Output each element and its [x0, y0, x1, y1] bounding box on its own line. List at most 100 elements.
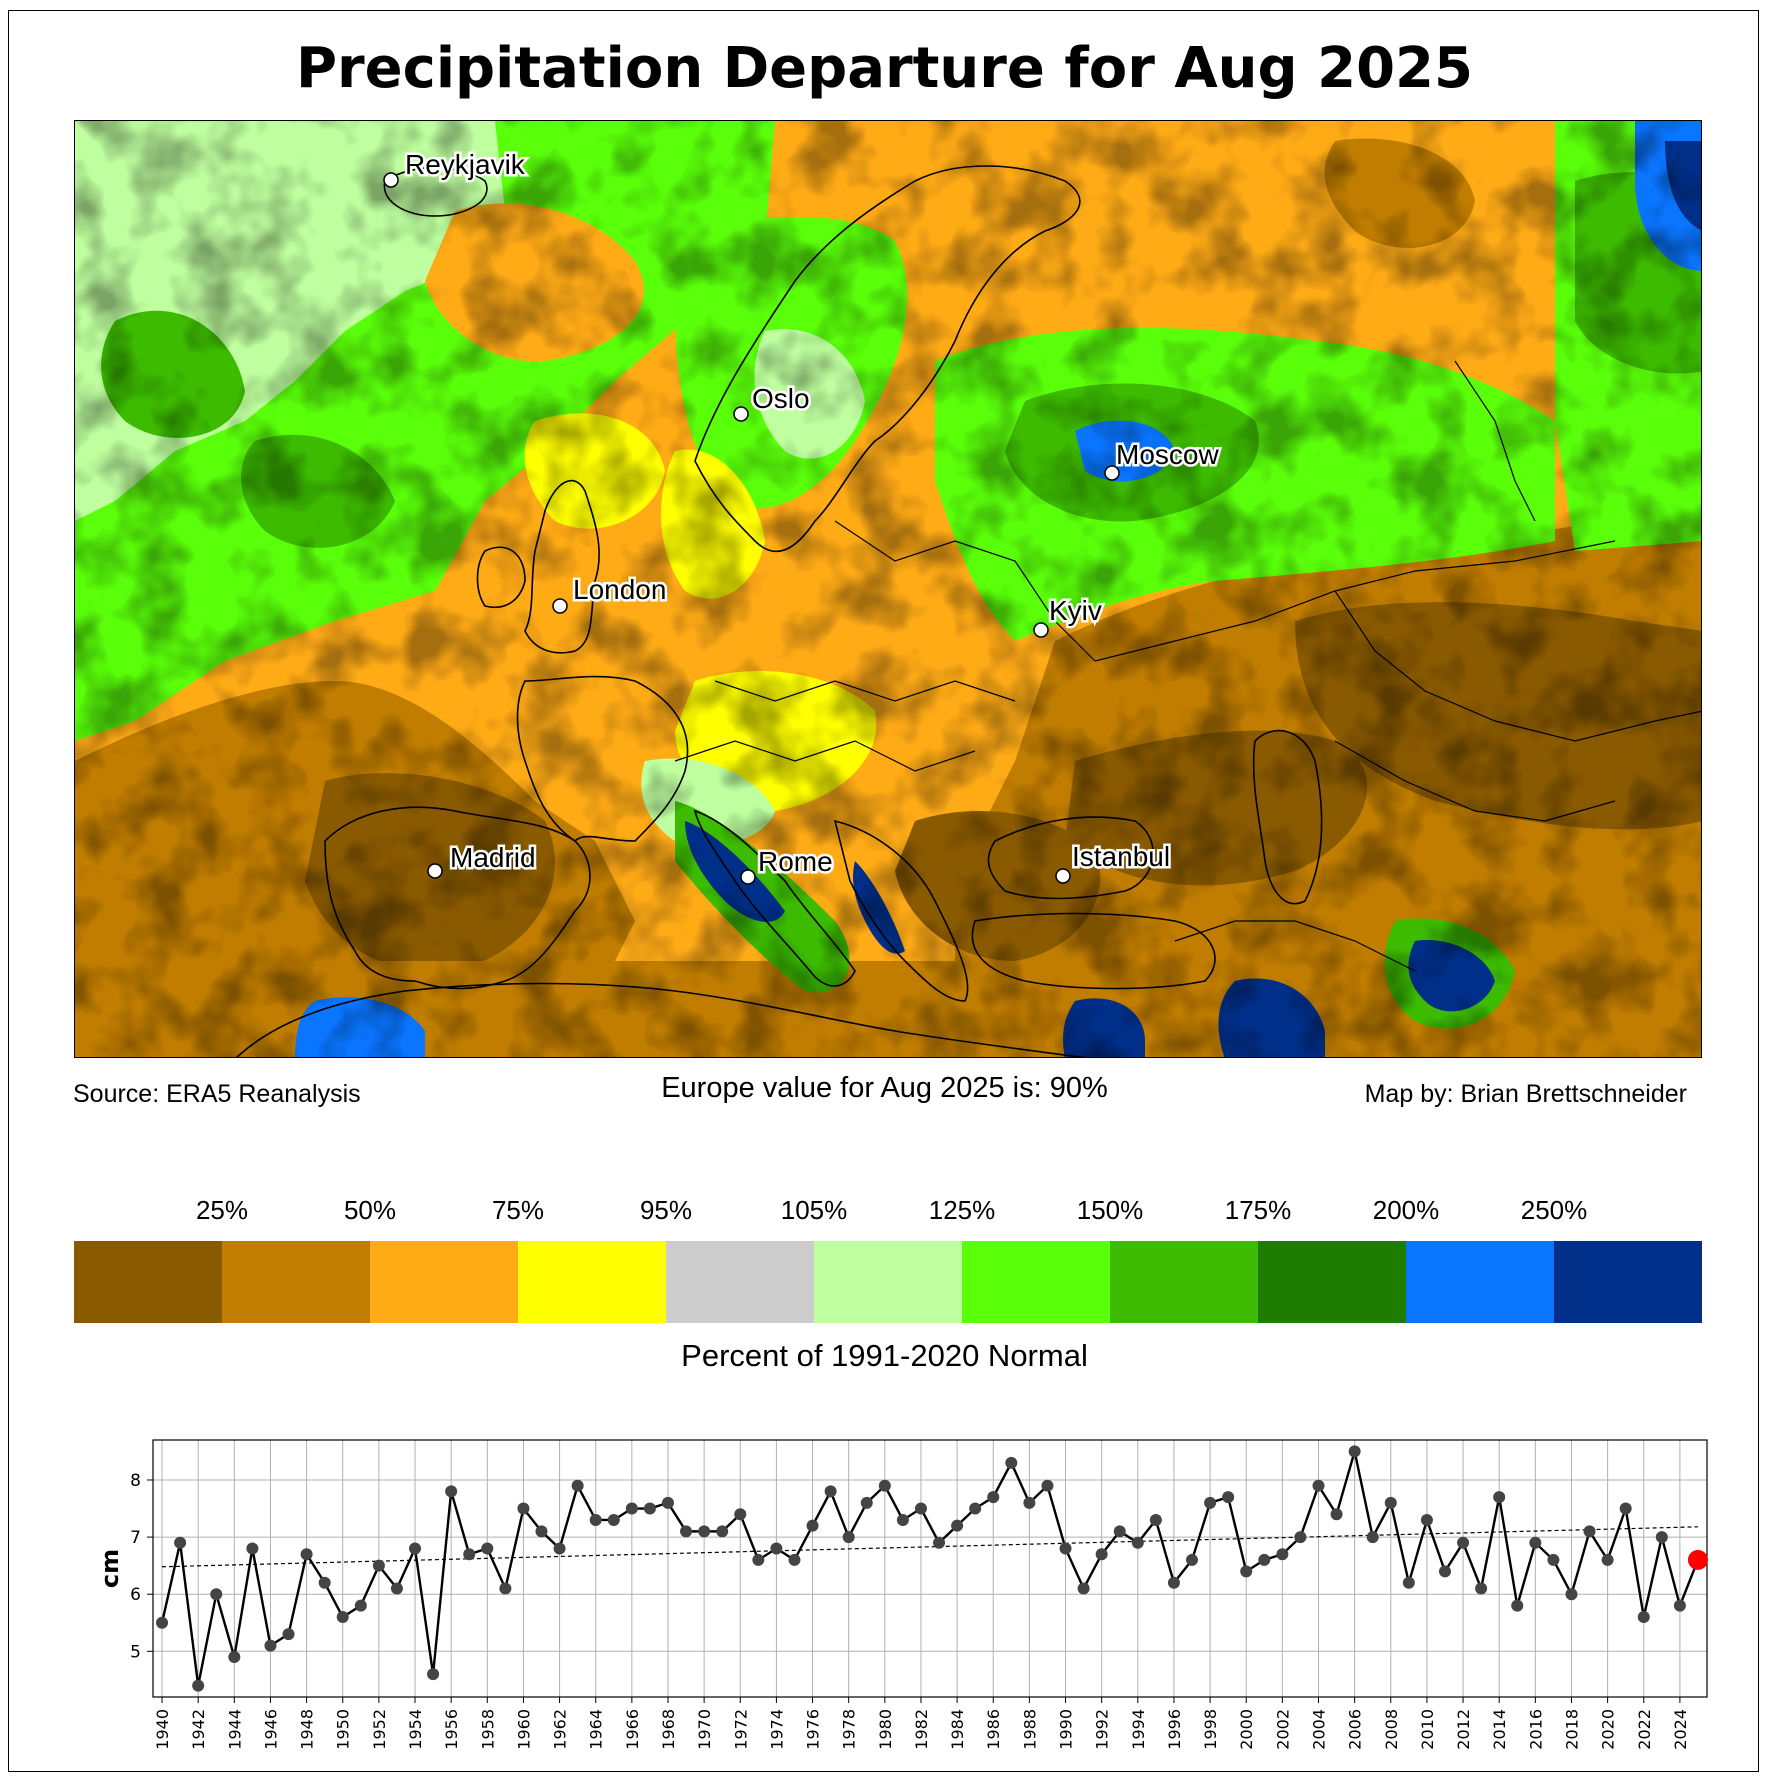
x-tick-label: 1944 — [225, 1709, 244, 1750]
data-point — [1673, 1599, 1686, 1612]
x-tick-label: 1964 — [587, 1709, 606, 1750]
x-tick-label: 2004 — [1310, 1709, 1329, 1750]
country-borders — [674, 360, 1701, 972]
x-tick-label: 2000 — [1237, 1709, 1256, 1750]
figure-title: Precipitation Departure for Aug 2025 — [296, 36, 1473, 101]
city-marker — [1104, 465, 1120, 481]
y-tick-label: 6 — [130, 1585, 141, 1605]
data-point — [463, 1548, 476, 1561]
x-tick-label: 2018 — [1562, 1709, 1581, 1750]
timeseries-chart: 5 6 7 8 1940 1942 1944 1946 1948 1950 1952 1954 1956… — [96, 1439, 1708, 1750]
data-point — [1366, 1531, 1379, 1544]
data-point — [1186, 1553, 1199, 1566]
city-kyiv[interactable]: Kyiv — [1033, 593, 1104, 638]
colorbar-segment — [370, 1241, 518, 1323]
data-point — [625, 1502, 638, 1515]
data-point — [390, 1582, 403, 1595]
data-point — [1059, 1542, 1072, 1555]
data-point — [1113, 1525, 1126, 1538]
colorbar-tick-label: 50% — [343, 1195, 397, 1225]
x-tick-label: 2010 — [1418, 1709, 1437, 1750]
border-east-3 — [674, 740, 976, 772]
data-point — [318, 1576, 331, 1589]
city-label: Istanbul — [1072, 841, 1170, 872]
coastline-ireland — [476, 546, 526, 608]
data-point — [1204, 1496, 1217, 1509]
data-point — [409, 1542, 422, 1555]
x-tick-label: 1940 — [153, 1709, 172, 1750]
city-marker — [733, 406, 749, 422]
data-point — [445, 1485, 458, 1498]
city-marker — [383, 172, 399, 188]
colorbar-tick-label: 105% — [780, 1195, 848, 1225]
data-point — [933, 1536, 946, 1549]
x-tick-label: 2008 — [1382, 1709, 1401, 1750]
data-point — [680, 1525, 693, 1538]
coastline-italy — [693, 809, 856, 987]
data-point — [1655, 1531, 1668, 1544]
x-tick-label: 1942 — [189, 1709, 208, 1750]
border-east-2 — [714, 680, 1016, 702]
data-point — [1312, 1479, 1325, 1492]
europe-value: Europe value for Aug 2025 is: 90% — [661, 1072, 1108, 1104]
data-point — [1276, 1548, 1289, 1561]
x-tick-label: 1966 — [623, 1709, 642, 1750]
data-point — [661, 1496, 674, 1509]
border-siberia — [1454, 360, 1536, 522]
data-point — [1041, 1479, 1054, 1492]
data-point — [1330, 1508, 1343, 1521]
colorbar-segment — [814, 1241, 962, 1323]
coastline-scandinavia — [694, 165, 1081, 553]
data-point — [192, 1679, 205, 1692]
city-istanbul[interactable]: Istanbul — [1055, 839, 1173, 884]
colorbar-tick-label: 125% — [928, 1195, 996, 1225]
data-point — [481, 1542, 494, 1555]
colorbar-segment — [1554, 1241, 1702, 1323]
data-point — [1131, 1536, 1144, 1549]
data-point — [174, 1536, 187, 1549]
data-point — [896, 1513, 909, 1526]
colorbar-segment — [1110, 1241, 1258, 1323]
city-rome[interactable]: Rome — [740, 844, 835, 885]
data-point — [264, 1639, 277, 1652]
data-point — [1402, 1576, 1415, 1589]
city-label: Madrid — [450, 842, 536, 873]
x-tick-label: 1996 — [1165, 1709, 1184, 1750]
city-label: Reykjavik — [405, 149, 526, 180]
data-point — [499, 1582, 512, 1595]
y-axis-label: cm — [96, 1549, 124, 1588]
x-tick-label: 1962 — [551, 1709, 570, 1750]
x-tick-label: 1974 — [767, 1709, 786, 1750]
plot-frame — [152, 1439, 1708, 1698]
x-tick-label: 1960 — [514, 1709, 533, 1750]
city-oslo[interactable]: Oslo — [733, 381, 812, 422]
y-tick-label: 5 — [130, 1642, 141, 1662]
city-madrid[interactable]: Madrid — [427, 840, 538, 879]
data-point — [282, 1628, 295, 1641]
x-tick-label: 1968 — [659, 1709, 678, 1750]
data-point — [336, 1611, 349, 1624]
x-tick-label: 1990 — [1057, 1709, 1076, 1750]
data-point — [1294, 1531, 1307, 1544]
colorbar-tick-label: 75% — [491, 1195, 545, 1225]
colorbar-tick-label: 250% — [1520, 1195, 1588, 1225]
precipitation-map: Reykjavik Oslo Moscow London Kyiv Madrid — [74, 120, 1702, 1058]
x-tick-label: 1998 — [1201, 1709, 1220, 1750]
city-reykjavik[interactable]: Reykjavik — [383, 147, 528, 188]
colorbar-segment — [962, 1241, 1110, 1323]
city-marker — [1055, 868, 1071, 884]
data-point — [1258, 1553, 1271, 1566]
data-point — [788, 1553, 801, 1566]
data-point — [969, 1502, 982, 1515]
city-moscow[interactable]: Moscow — [1104, 437, 1222, 481]
x-tick-label: 1946 — [261, 1709, 280, 1750]
coastline-balkans — [833, 819, 969, 1002]
data-point — [734, 1508, 747, 1521]
colorbar-tick-label: 95% — [639, 1195, 693, 1225]
coastline-north-africa — [236, 982, 1087, 1057]
colorbar-segment — [74, 1241, 222, 1323]
data-point — [842, 1531, 855, 1544]
city-london[interactable]: London — [552, 572, 669, 614]
city-marker — [1033, 622, 1049, 638]
x-tick-label: 1948 — [298, 1709, 317, 1750]
